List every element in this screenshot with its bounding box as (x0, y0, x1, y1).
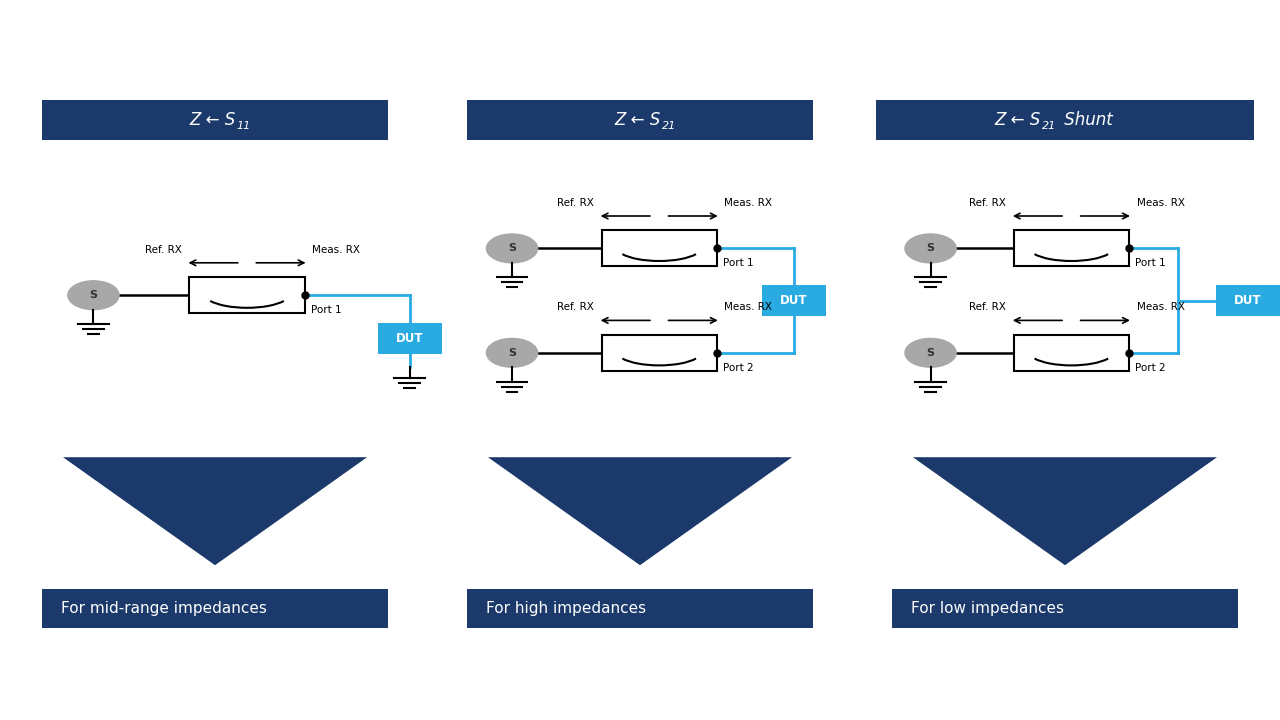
Text: Meas. RX: Meas. RX (1137, 198, 1185, 208)
Text: Meas. RX: Meas. RX (312, 245, 361, 255)
Text: 21: 21 (1042, 121, 1056, 131)
Text: Z ← S: Z ← S (189, 111, 236, 130)
Text: Z ← S: Z ← S (995, 111, 1041, 130)
Text: Meas. RX: Meas. RX (1137, 302, 1185, 312)
Bar (876, 100, 1253, 140)
Text: DUT: DUT (396, 332, 424, 345)
Bar (189, 277, 305, 313)
Circle shape (905, 234, 956, 263)
Bar (762, 285, 826, 315)
Text: S: S (508, 348, 516, 358)
Text: 11: 11 (237, 121, 251, 131)
Text: S: S (927, 243, 934, 253)
Text: Ref. RX: Ref. RX (557, 198, 594, 208)
Text: Meas. RX: Meas. RX (724, 302, 773, 312)
Bar (602, 230, 717, 266)
Bar (1014, 335, 1129, 371)
Circle shape (486, 338, 538, 367)
Text: 21: 21 (662, 121, 676, 131)
Bar (602, 335, 717, 371)
Text: For high impedances: For high impedances (486, 601, 646, 616)
Text: Ref. RX: Ref. RX (969, 302, 1006, 312)
Text: Ref. RX: Ref. RX (969, 198, 1006, 208)
Polygon shape (488, 457, 792, 565)
Text: DUT: DUT (1234, 294, 1262, 307)
Text: Meas. RX: Meas. RX (724, 198, 773, 208)
Text: Port 1: Port 1 (1135, 258, 1166, 269)
Bar (1014, 230, 1129, 266)
Text: Ref. RX: Ref. RX (557, 302, 594, 312)
Text: For low impedances: For low impedances (911, 601, 1065, 616)
Bar (1216, 285, 1280, 315)
Text: DUT: DUT (780, 294, 808, 307)
Polygon shape (63, 457, 367, 565)
Text: Z ← S: Z ← S (614, 111, 660, 130)
Text: S: S (508, 243, 516, 253)
Text: Shunt: Shunt (1059, 111, 1112, 130)
Text: For mid-range impedances: For mid-range impedances (61, 601, 268, 616)
Text: Port 2: Port 2 (1135, 363, 1166, 373)
Text: S: S (90, 290, 97, 300)
Bar (42, 100, 388, 140)
Text: Port 2: Port 2 (723, 363, 754, 373)
Polygon shape (913, 457, 1217, 565)
Bar (892, 589, 1238, 628)
Bar (42, 589, 388, 628)
Bar (378, 323, 442, 354)
Bar (467, 100, 813, 140)
Bar (467, 589, 813, 628)
Text: Ref. RX: Ref. RX (145, 245, 182, 255)
Circle shape (68, 281, 119, 310)
Circle shape (486, 234, 538, 263)
Text: Port 1: Port 1 (723, 258, 754, 269)
Text: S: S (927, 348, 934, 358)
Text: Port 1: Port 1 (311, 305, 342, 315)
Circle shape (905, 338, 956, 367)
